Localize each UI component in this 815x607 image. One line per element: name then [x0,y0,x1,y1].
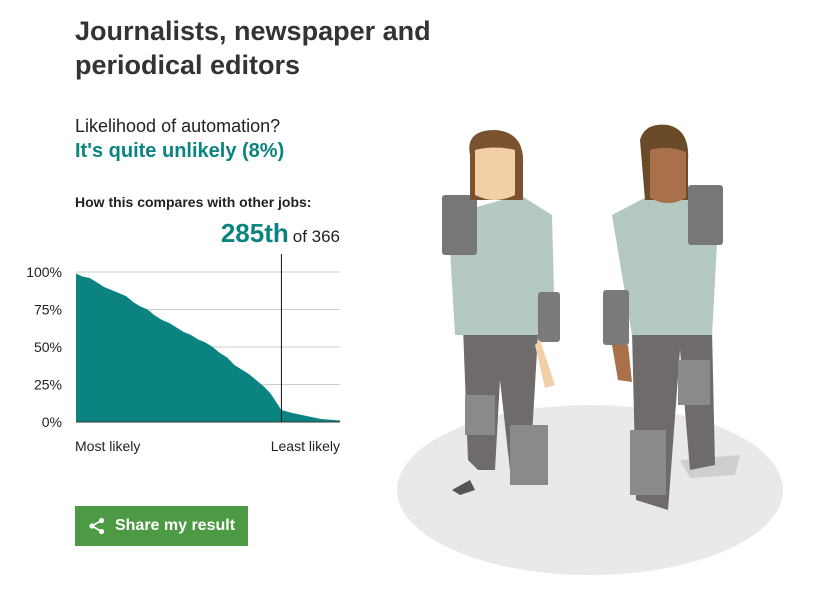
rank-total: of 366 [292,227,340,246]
distribution-area [76,273,340,422]
automation-answer: It's quite unlikely (8%) [75,140,285,162]
automation-chart: 0% 25% 50% 75% 100% [26,254,340,430]
y-tick-label: 0% [42,414,62,430]
page-title: Journalists, newspaper and periodical ed… [75,16,431,80]
compare-label: How this compares with other jobs: [75,194,312,210]
worker-figure-left [442,130,560,495]
worker-figure-right [603,124,740,510]
y-tick-label: 75% [34,302,62,318]
automation-question: Likelihood of automation? [75,116,281,136]
y-tick-label: 100% [26,264,62,280]
y-tick-label: 50% [34,339,62,355]
share-icon [89,517,105,535]
share-button-label: Share my result [114,517,236,534]
y-tick-labels: 0% 25% 50% 75% 100% [26,264,62,430]
rank-display: 285th of 366 [221,218,340,249]
rank-position: 285th [220,218,289,248]
y-tick-label: 25% [34,377,62,393]
x-label-most-likely: Most likely [75,438,141,454]
share-button[interactable]: Share my result [75,506,248,546]
robot-workers-illustration [397,124,783,575]
x-label-least-likely: Least likely [270,438,340,454]
